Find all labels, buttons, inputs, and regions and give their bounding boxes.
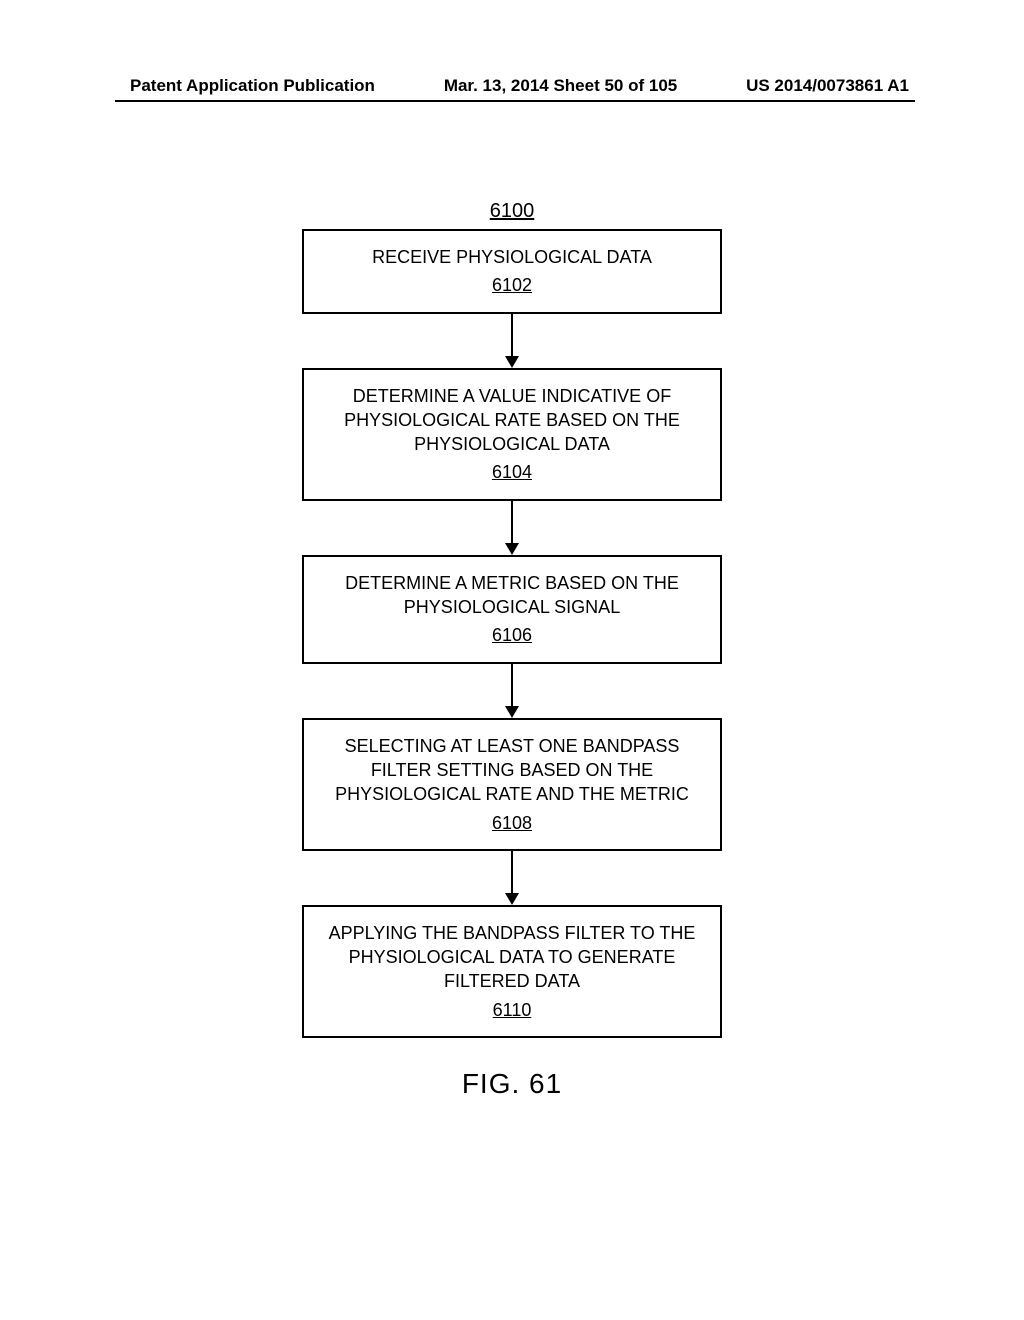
header-rule <box>115 100 915 102</box>
flow-node-num: 6108 <box>322 811 702 835</box>
figure-caption: FIG. 61 <box>462 1068 562 1100</box>
arrow-head-icon <box>505 356 519 368</box>
arrow-line <box>511 501 513 543</box>
flow-node-determine-value: DETERMINE A VALUE INDICATIVE OF PHYSIOLO… <box>302 368 722 501</box>
flow-node-text: DETERMINE A VALUE INDICATIVE OF PHYSIOLO… <box>344 386 680 455</box>
flow-node-num: 6110 <box>322 998 702 1022</box>
flow-node-apply-filter: APPLYING THE BANDPASS FILTER TO THE PHYS… <box>302 905 722 1038</box>
flowchart-ref-number: 6100 <box>490 200 535 223</box>
arrow <box>505 314 519 368</box>
header-right: US 2014/0073861 A1 <box>746 76 909 96</box>
header-center: Mar. 13, 2014 Sheet 50 of 105 <box>444 76 677 96</box>
arrow <box>505 664 519 718</box>
flow-node-num: 6104 <box>322 460 702 484</box>
flow-node-text: DETERMINE A METRIC BASED ON THE PHYSIOLO… <box>345 573 679 617</box>
flow-node-num: 6106 <box>322 623 702 647</box>
arrow-line <box>511 314 513 356</box>
arrow-line <box>511 851 513 893</box>
arrow-head-icon <box>505 706 519 718</box>
flow-node-select-filter: SELECTING AT LEAST ONE BANDPASS FILTER S… <box>302 718 722 851</box>
arrow <box>505 501 519 555</box>
flow-node-receive-data: RECEIVE PHYSIOLOGICAL DATA 6102 <box>302 229 722 314</box>
arrow-line <box>511 664 513 706</box>
flow-node-text: SELECTING AT LEAST ONE BANDPASS FILTER S… <box>335 736 689 805</box>
arrow <box>505 851 519 905</box>
flow-node-text: RECEIVE PHYSIOLOGICAL DATA <box>372 247 652 267</box>
flow-node-text: APPLYING THE BANDPASS FILTER TO THE PHYS… <box>329 923 696 992</box>
flow-node-determine-metric: DETERMINE A METRIC BASED ON THE PHYSIOLO… <box>302 555 722 664</box>
page-header: Patent Application Publication Mar. 13, … <box>0 76 1024 96</box>
header-left: Patent Application Publication <box>130 76 375 96</box>
arrow-head-icon <box>505 543 519 555</box>
arrow-head-icon <box>505 893 519 905</box>
flow-node-num: 6102 <box>322 273 702 297</box>
flowchart-diagram: 6100 RECEIVE PHYSIOLOGICAL DATA 6102 DET… <box>0 200 1024 1100</box>
